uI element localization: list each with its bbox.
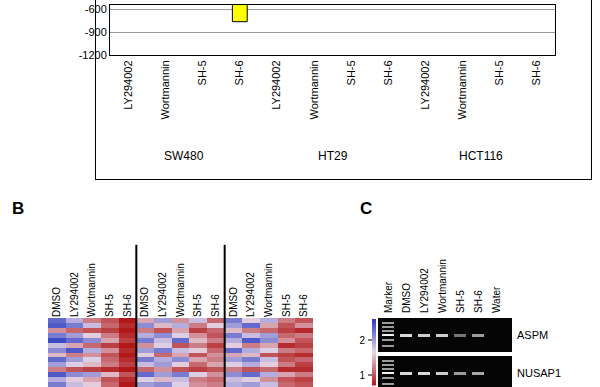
svg-text:C: C <box>360 199 372 218</box>
svg-text:Wortmannin: Wortmannin <box>159 60 171 119</box>
svg-text:-1200: -1200 <box>79 49 107 61</box>
svg-text:SW480: SW480 <box>164 149 204 163</box>
svg-text:LY294002: LY294002 <box>157 272 168 317</box>
svg-text:SH-5: SH-5 <box>493 60 505 85</box>
svg-text:SH-6: SH-6 <box>473 290 484 313</box>
svg-text:ASPM: ASPM <box>517 329 548 341</box>
svg-text:SH-6: SH-6 <box>530 60 542 85</box>
svg-text:LY294002: LY294002 <box>270 60 282 109</box>
svg-text:Wortmannin: Wortmannin <box>86 263 97 317</box>
svg-text:HCT116: HCT116 <box>459 149 503 163</box>
svg-text:DMSO: DMSO <box>401 283 412 313</box>
svg-text:LY294002: LY294002 <box>245 272 256 317</box>
svg-text:SH-5: SH-5 <box>345 60 357 85</box>
svg-text:Water: Water <box>491 286 502 313</box>
svg-text:DMSO: DMSO <box>139 287 150 317</box>
svg-text:SH-6: SH-6 <box>382 60 394 85</box>
svg-text:DMSO: DMSO <box>228 287 239 317</box>
svg-text:Marker: Marker <box>383 281 394 313</box>
svg-text:NUSAP1: NUSAP1 <box>517 367 561 379</box>
svg-text:-600: -600 <box>85 3 107 15</box>
svg-text:LY294002: LY294002 <box>419 268 430 313</box>
svg-text:SH-6: SH-6 <box>210 294 221 317</box>
svg-text:SH-6: SH-6 <box>298 294 309 317</box>
svg-text:B: B <box>12 199 24 218</box>
svg-text:SH-5: SH-5 <box>192 294 203 317</box>
svg-text:1: 1 <box>359 370 365 381</box>
svg-text:Wortmannin: Wortmannin <box>175 263 186 317</box>
svg-text:SH-5: SH-5 <box>281 294 292 317</box>
svg-text:Wortmannin: Wortmannin <box>308 60 320 119</box>
svg-text:Wortmannin: Wortmannin <box>437 259 448 313</box>
svg-text:Wortmannin: Wortmannin <box>263 263 274 317</box>
svg-text:LY294002: LY294002 <box>419 60 431 109</box>
svg-text:LY294002: LY294002 <box>69 272 80 317</box>
svg-text:SH-6: SH-6 <box>122 294 133 317</box>
svg-text:2: 2 <box>359 335 365 346</box>
svg-text:-900: -900 <box>85 26 107 38</box>
svg-text:SH-5: SH-5 <box>196 60 208 85</box>
svg-text:HT29: HT29 <box>318 149 348 163</box>
svg-text:SH-5: SH-5 <box>455 290 466 313</box>
svg-text:Wortmannin: Wortmannin <box>456 60 468 119</box>
svg-text:SH-6: SH-6 <box>233 60 245 85</box>
svg-text:LY294002: LY294002 <box>122 60 134 109</box>
svg-text:SH-5: SH-5 <box>104 294 115 317</box>
svg-text:DMSO: DMSO <box>51 287 62 317</box>
